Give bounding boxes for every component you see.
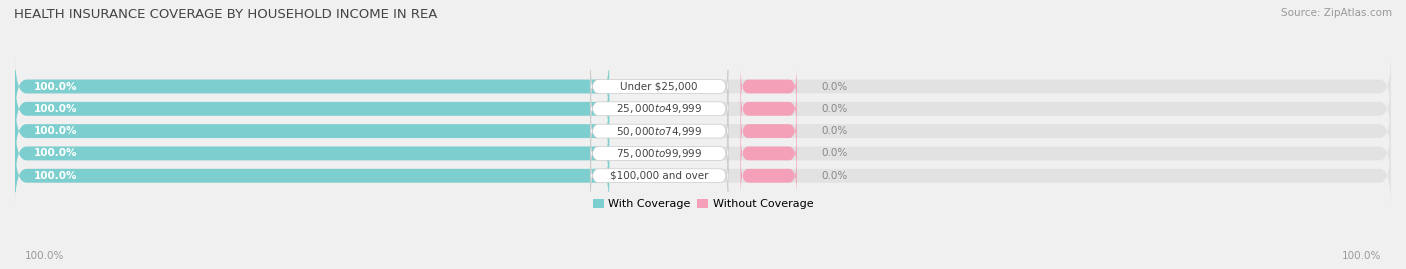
Text: 0.0%: 0.0% bbox=[823, 148, 848, 158]
FancyBboxPatch shape bbox=[15, 120, 1391, 187]
FancyBboxPatch shape bbox=[741, 156, 797, 196]
Text: 0.0%: 0.0% bbox=[823, 126, 848, 136]
FancyBboxPatch shape bbox=[591, 156, 728, 196]
Text: 100.0%: 100.0% bbox=[25, 251, 65, 261]
FancyBboxPatch shape bbox=[591, 134, 728, 173]
FancyBboxPatch shape bbox=[15, 98, 1391, 164]
Text: 100.0%: 100.0% bbox=[1341, 251, 1381, 261]
Text: HEALTH INSURANCE COVERAGE BY HOUSEHOLD INCOME IN REA: HEALTH INSURANCE COVERAGE BY HOUSEHOLD I… bbox=[14, 8, 437, 21]
Legend: With Coverage, Without Coverage: With Coverage, Without Coverage bbox=[588, 195, 818, 214]
Text: 0.0%: 0.0% bbox=[823, 104, 848, 114]
Text: Under $25,000: Under $25,000 bbox=[620, 82, 697, 91]
FancyBboxPatch shape bbox=[741, 111, 797, 151]
FancyBboxPatch shape bbox=[15, 53, 1391, 120]
FancyBboxPatch shape bbox=[591, 67, 728, 106]
FancyBboxPatch shape bbox=[741, 89, 797, 129]
FancyBboxPatch shape bbox=[15, 143, 1391, 209]
FancyBboxPatch shape bbox=[741, 134, 797, 173]
Text: 100.0%: 100.0% bbox=[34, 126, 77, 136]
Text: 100.0%: 100.0% bbox=[34, 148, 77, 158]
Text: $50,000 to $74,999: $50,000 to $74,999 bbox=[616, 125, 703, 138]
FancyBboxPatch shape bbox=[741, 67, 797, 106]
Text: $25,000 to $49,999: $25,000 to $49,999 bbox=[616, 102, 703, 115]
Text: 100.0%: 100.0% bbox=[34, 104, 77, 114]
FancyBboxPatch shape bbox=[591, 111, 728, 151]
Text: $100,000 and over: $100,000 and over bbox=[610, 171, 709, 181]
Text: 100.0%: 100.0% bbox=[34, 171, 77, 181]
FancyBboxPatch shape bbox=[15, 76, 1391, 142]
FancyBboxPatch shape bbox=[15, 53, 609, 120]
Text: 0.0%: 0.0% bbox=[823, 171, 848, 181]
Text: Source: ZipAtlas.com: Source: ZipAtlas.com bbox=[1281, 8, 1392, 18]
FancyBboxPatch shape bbox=[15, 76, 609, 142]
FancyBboxPatch shape bbox=[15, 120, 609, 187]
Text: 100.0%: 100.0% bbox=[34, 82, 77, 91]
FancyBboxPatch shape bbox=[591, 89, 728, 129]
Text: 0.0%: 0.0% bbox=[823, 82, 848, 91]
Text: $75,000 to $99,999: $75,000 to $99,999 bbox=[616, 147, 703, 160]
FancyBboxPatch shape bbox=[15, 98, 609, 164]
FancyBboxPatch shape bbox=[15, 143, 609, 209]
